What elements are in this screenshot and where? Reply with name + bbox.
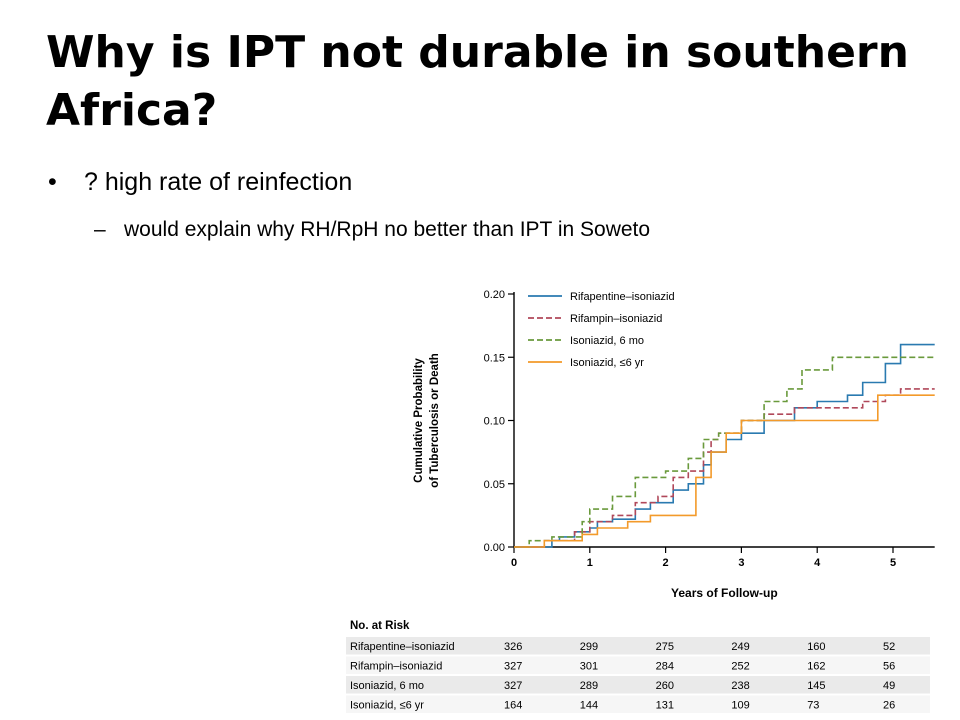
- series-line-3: [514, 394, 935, 548]
- x-tick-label: 5: [890, 557, 896, 569]
- x-tick-label: 3: [738, 557, 744, 569]
- risk-table-row: [346, 695, 930, 713]
- bullet-reinfection: • ? high rate of reinfection: [48, 168, 352, 197]
- risk-cell: 144: [580, 700, 598, 712]
- subbullet-marker: –: [94, 218, 106, 241]
- risk-cell: 327: [504, 680, 522, 692]
- risk-table-row: [346, 676, 930, 694]
- risk-cell: 26: [883, 700, 895, 712]
- bullet-marker: •: [48, 168, 57, 196]
- kaplan-meier-chart: 0.00 0.05 0.10 0.15 0.20 0 1 2 3 4 5 Years of Follo…: [346, 289, 935, 713]
- risk-row-label: Isoniazid, 6 mo: [350, 680, 424, 692]
- risk-cell: 284: [656, 661, 674, 673]
- risk-row-label: Rifampin–isoniazid: [350, 661, 442, 673]
- risk-cell: 326: [504, 641, 522, 653]
- x-tick-label: 4: [814, 557, 821, 569]
- legend-label: Isoniazid, ≤6 yr: [570, 357, 644, 369]
- risk-table-header: No. at Risk: [350, 620, 410, 632]
- risk-cell: 160: [807, 641, 825, 653]
- risk-cell: 56: [883, 661, 895, 673]
- risk-table-row: [346, 656, 930, 674]
- subbullet-soweto: – would explain why RH/RpH no better than…: [94, 218, 650, 242]
- legend-label: Isoniazid, 6 mo: [570, 335, 644, 347]
- slide-title: Why is IPT not durable in southern Afric…: [46, 27, 909, 136]
- risk-cell: 327: [504, 661, 522, 673]
- legend-label: Rifampin–isoniazid: [570, 313, 662, 325]
- series-line-2: [514, 356, 935, 548]
- risk-cell: 249: [731, 641, 749, 653]
- risk-cell: 131: [656, 700, 674, 712]
- risk-cell: 109: [731, 700, 749, 712]
- risk-cell: 238: [731, 680, 749, 692]
- y-tick-label: 0.00: [484, 542, 505, 554]
- y-axis-label: of Tuberculosis or Death: [429, 353, 441, 488]
- risk-cell: 49: [883, 680, 895, 692]
- risk-cell: 145: [807, 680, 825, 692]
- risk-cell: 252: [731, 661, 749, 673]
- x-tick-label: 1: [587, 557, 593, 569]
- x-tick-label: 2: [663, 557, 669, 569]
- y-axis-label: Cumulative Probability: [413, 358, 425, 483]
- risk-row-label: Isoniazid, ≤6 yr: [350, 700, 424, 712]
- risk-cell: 162: [807, 661, 825, 673]
- x-axis-label: Years of Follow-up: [671, 586, 778, 600]
- bullet-text: ? high rate of reinfection: [84, 168, 353, 196]
- risk-cell: 301: [580, 661, 598, 673]
- risk-cell: 260: [656, 680, 674, 692]
- legend-label: Rifapentine–isoniazid: [570, 291, 675, 303]
- risk-row-label: Rifapentine–isoniazid: [350, 641, 455, 653]
- y-tick-label: 0.20: [484, 289, 505, 301]
- series-line-1: [514, 388, 935, 548]
- risk-cell: 289: [580, 680, 598, 692]
- x-tick-label: 0: [511, 557, 517, 569]
- subbullet-text: would explain why RH/RpH no better than …: [124, 218, 651, 241]
- y-tick-label: 0.10: [484, 416, 505, 428]
- y-tick-label: 0.15: [484, 352, 505, 364]
- risk-cell: 299: [580, 641, 598, 653]
- risk-cell: 52: [883, 641, 895, 653]
- risk-cell: 73: [807, 700, 819, 712]
- risk-cell: 164: [504, 700, 522, 712]
- series-line-0: [514, 343, 935, 548]
- risk-table-row: [346, 637, 930, 655]
- y-tick-label: 0.05: [484, 479, 505, 491]
- risk-cell: 275: [656, 641, 674, 653]
